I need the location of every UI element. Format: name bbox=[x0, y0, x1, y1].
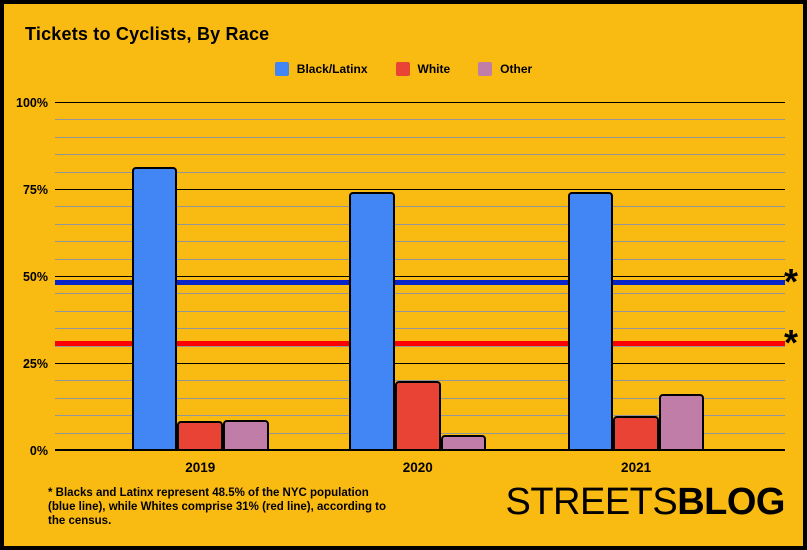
legend-label-black-latinx: Black/Latinx bbox=[296, 62, 368, 76]
major-gridline-50 bbox=[55, 276, 785, 277]
bar-2021-other bbox=[658, 393, 705, 451]
y-tick-label-0: 0% bbox=[29, 444, 48, 458]
bar-2021-black-latinx bbox=[567, 191, 614, 451]
minor-gridline-45 bbox=[55, 293, 785, 295]
x-tick-label-2019: 2019 bbox=[185, 460, 216, 475]
minor-gridline-65 bbox=[55, 223, 785, 225]
logo-text-blog: BLOG bbox=[677, 481, 785, 523]
bar-2019-black-latinx bbox=[131, 167, 178, 451]
bar-2021-white bbox=[613, 416, 659, 451]
footnote: * Blacks and Latinx represent 48.5% of t… bbox=[48, 487, 387, 527]
legend-item-black-latinx: Black/Latinx bbox=[274, 62, 368, 76]
minor-gridline-85 bbox=[55, 154, 785, 156]
chart-title: Tickets to Cyclists, By Race bbox=[25, 24, 270, 44]
y-tick-label-100: 100% bbox=[16, 96, 48, 110]
major-gridline-100 bbox=[55, 102, 785, 103]
x-axis-labels: 2019 2020 2021 bbox=[55, 460, 785, 478]
minor-gridline-90 bbox=[55, 136, 785, 138]
major-gridline-75 bbox=[55, 189, 785, 190]
reference-line-31 bbox=[55, 340, 785, 346]
asterisk-marker-31: * bbox=[784, 322, 799, 364]
y-tick-label-75: 75% bbox=[22, 183, 48, 197]
bar-2019-other bbox=[223, 419, 269, 451]
y-axis-labels: 100% 75% 50% 25% 0% bbox=[4, 97, 48, 458]
plot-area bbox=[55, 102, 785, 451]
legend-item-white: White bbox=[395, 62, 451, 76]
major-gridline-25 bbox=[55, 363, 785, 364]
minor-gridline-60 bbox=[55, 241, 785, 243]
reference-line-markers: * * bbox=[784, 103, 803, 451]
legend-swatch-black-latinx bbox=[274, 62, 289, 76]
x-tick-label-2021: 2021 bbox=[621, 460, 652, 475]
logo-text-streets: STREETS bbox=[505, 481, 678, 523]
legend-swatch-white bbox=[395, 62, 410, 76]
minor-gridline-95 bbox=[55, 119, 785, 121]
legend-label-other: Other bbox=[500, 62, 533, 76]
asterisk-marker-48.5: * bbox=[784, 261, 799, 303]
y-tick-label-50: 50% bbox=[22, 270, 48, 284]
minor-gridline-20 bbox=[55, 380, 785, 382]
bar-2020-black-latinx bbox=[349, 191, 395, 451]
reference-line-48.5 bbox=[55, 279, 785, 285]
minor-gridline-35 bbox=[55, 328, 785, 330]
y-tick-label-25: 25% bbox=[22, 357, 48, 371]
bar-2019-white bbox=[177, 421, 224, 451]
minor-gridline-40 bbox=[55, 310, 785, 312]
minor-gridline-30 bbox=[55, 345, 785, 347]
minor-gridline-55 bbox=[55, 258, 785, 260]
legend: Black/Latinx White Other bbox=[4, 62, 803, 76]
bar-2020-white bbox=[395, 381, 441, 451]
legend-item-other: Other bbox=[478, 62, 532, 76]
minor-gridline-80 bbox=[55, 171, 785, 173]
minor-gridline-70 bbox=[55, 206, 785, 208]
streetsblog-logo: STREETSBLOG bbox=[505, 481, 785, 524]
legend-swatch-other bbox=[478, 62, 493, 76]
x-tick-label-2020: 2020 bbox=[402, 460, 433, 475]
bar-2020-other bbox=[440, 435, 487, 451]
legend-label-white: White bbox=[417, 62, 451, 76]
